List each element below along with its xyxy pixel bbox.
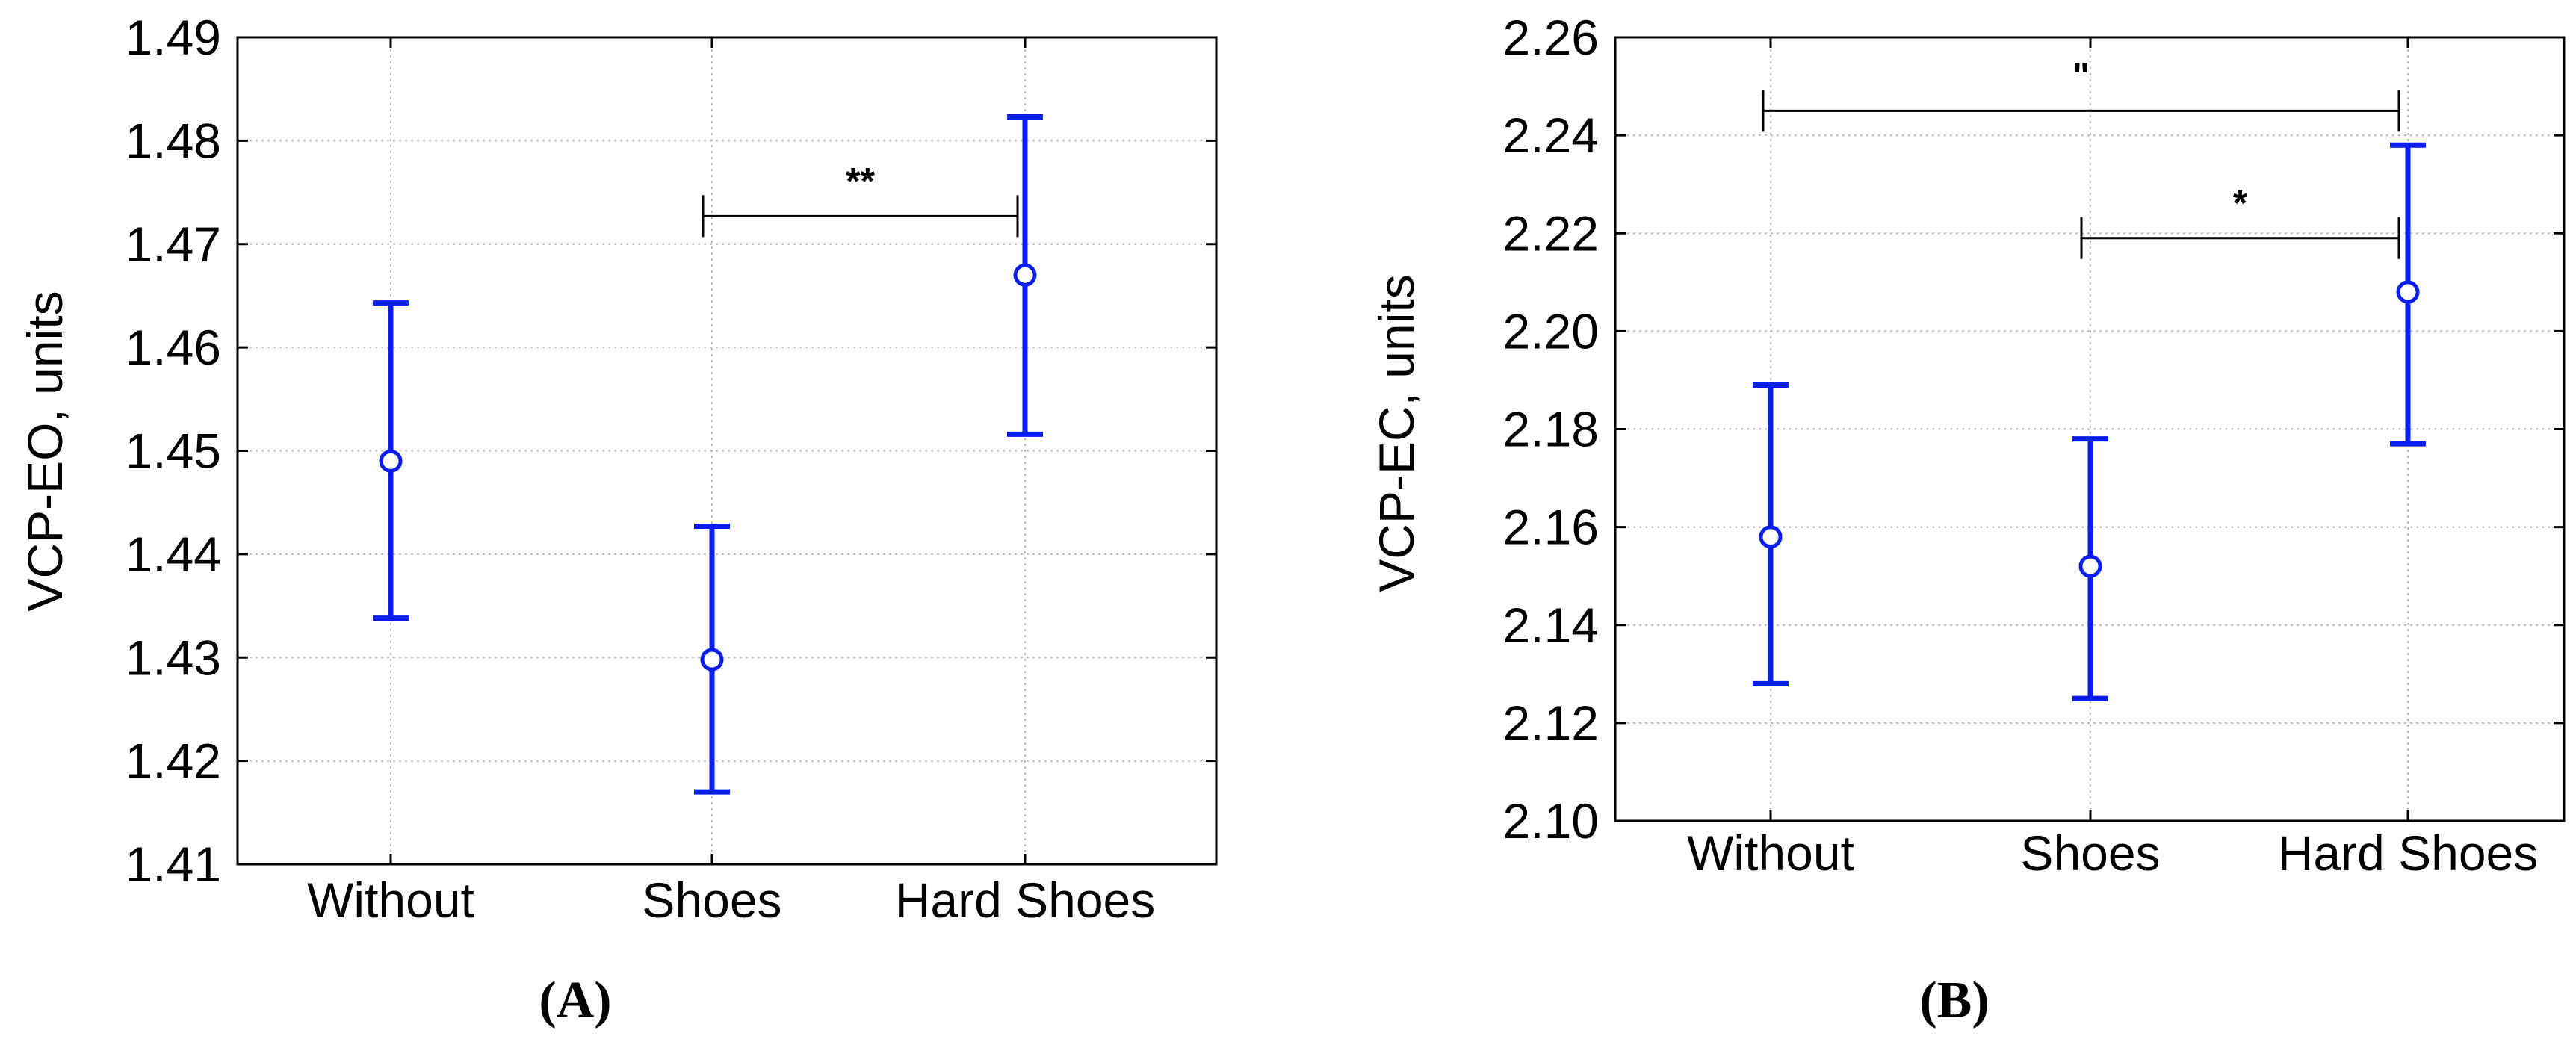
y-tick-label: 2.12 — [1503, 695, 1599, 751]
y-tick-label: 1.45 — [126, 424, 221, 479]
mean-point — [2078, 554, 2102, 578]
mean-point — [1759, 525, 1783, 549]
y-axis-title: VCP-EO, units — [17, 291, 72, 611]
y-tick-label: 2.20 — [1503, 303, 1599, 359]
panel-label: (A) — [539, 972, 611, 1029]
y-tick-label: 1.41 — [126, 837, 221, 892]
x-tick-label: Shoes — [2020, 825, 2160, 881]
x-tick-label: Without — [1687, 825, 1854, 881]
significance-label: ** — [846, 160, 875, 202]
panel-a: 1.41 1.42 1.43 1.44 1.45 1.46 1.47 1.48 1.49 With… — [17, 10, 1218, 1029]
y-tick-label: 2.26 — [1503, 10, 1599, 65]
mean-point — [379, 449, 403, 473]
y-tick-label: 1.42 — [126, 734, 221, 789]
y-tick-label: 2.10 — [1503, 793, 1599, 849]
panel-b: 2.10 2.12 2.14 2.16 2.18 2.20 2.22 2.24 2.26 With… — [1369, 10, 2566, 1029]
mean-point — [2396, 280, 2420, 304]
y-tick-label: 2.24 — [1503, 108, 1599, 163]
x-tick-label: Hard Shoes — [895, 872, 1156, 928]
significance-label: * — [2233, 182, 2248, 224]
mean-point — [700, 648, 724, 672]
x-tick-label: Shoes — [642, 872, 781, 928]
y-tick-label: 1.47 — [126, 217, 221, 272]
y-tick-label: 1.44 — [126, 527, 221, 582]
panel-label: (B) — [1919, 972, 1989, 1029]
significance-bracket — [1762, 90, 2400, 132]
y-tick-label: 1.43 — [126, 630, 221, 685]
x-tick-label: Without — [307, 872, 474, 928]
x-tick-label: Hard Shoes — [2278, 825, 2539, 881]
y-tick-label: 1.48 — [126, 113, 221, 168]
significance-bracket — [702, 195, 1019, 238]
significance-label: " — [2072, 55, 2090, 96]
mean-point — [1013, 263, 1037, 287]
y-tick-label: 2.14 — [1503, 598, 1599, 653]
y-tick-label: 1.46 — [126, 320, 221, 375]
y-tick-label: 2.16 — [1503, 500, 1599, 555]
y-tick-label: 2.22 — [1503, 205, 1599, 261]
significance-bracket — [2080, 217, 2400, 259]
y-tick-label: 1.49 — [126, 10, 221, 65]
y-tick-label: 2.18 — [1503, 402, 1599, 457]
y-axis-title: VCP-EC, units — [1369, 274, 1424, 592]
